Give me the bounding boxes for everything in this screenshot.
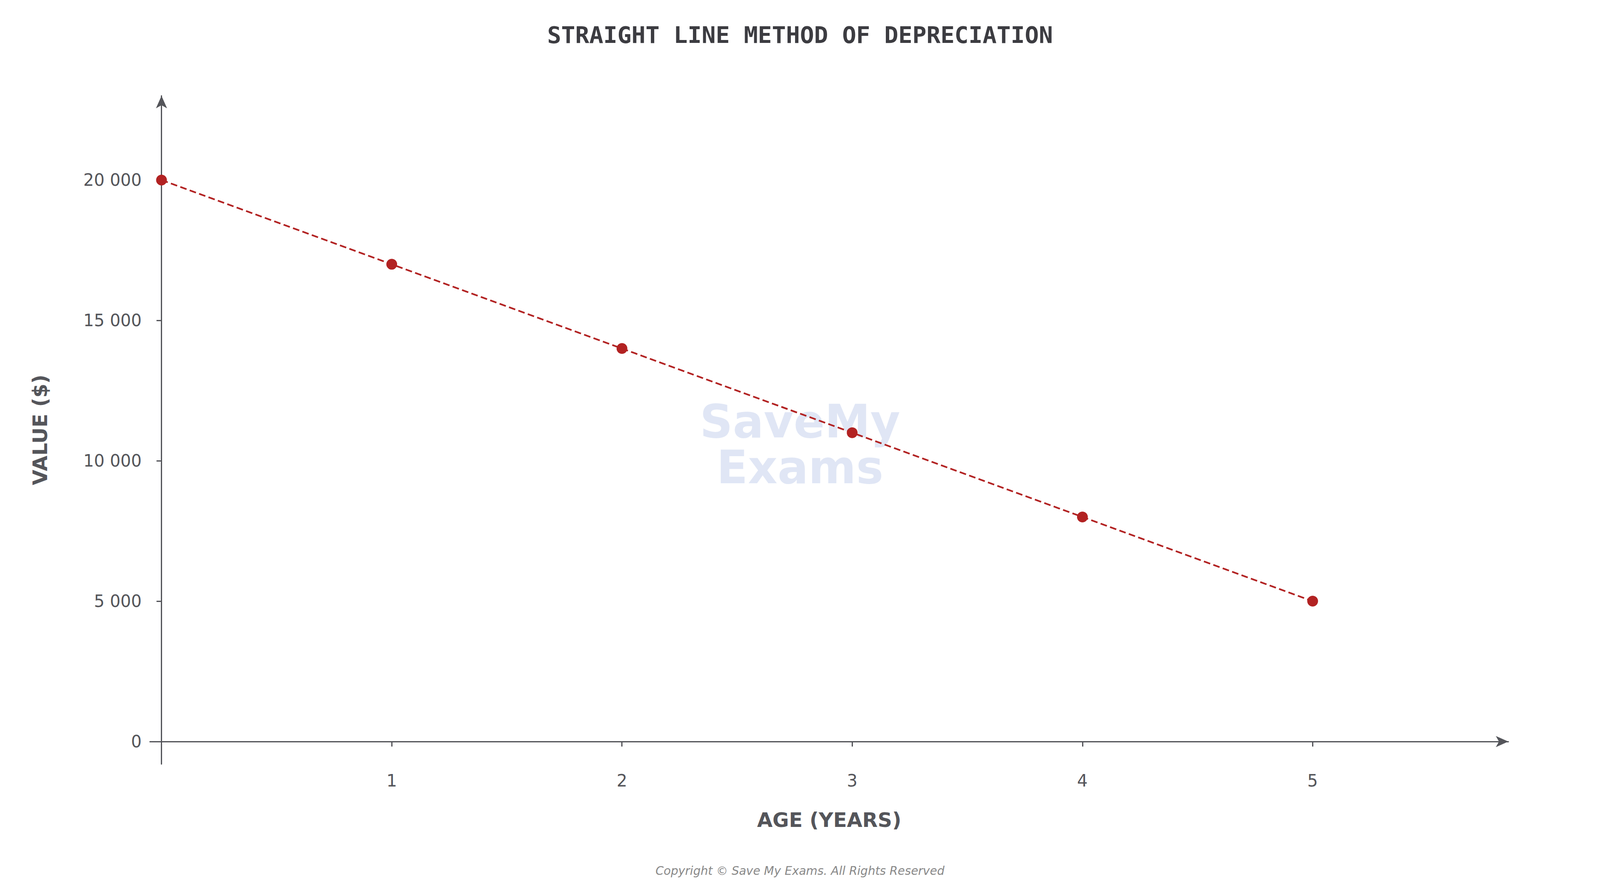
svg-text:10 000: 10 000 (83, 451, 142, 471)
svg-text:1: 1 (386, 771, 397, 791)
svg-text:5 000: 5 000 (93, 591, 142, 611)
svg-text:Exams: Exams (716, 440, 884, 495)
svg-text:0: 0 (131, 732, 142, 752)
svg-text:Copyright © Save My Exams. All: Copyright © Save My Exams. All Rights Re… (655, 864, 945, 878)
svg-text:VALUE ($): VALUE ($) (28, 374, 52, 486)
svg-text:AGE (YEARS): AGE (YEARS) (757, 808, 902, 832)
svg-text:3: 3 (847, 771, 858, 791)
svg-text:SaveMy: SaveMy (700, 395, 901, 449)
svg-text:15 000: 15 000 (83, 310, 142, 330)
svg-text:5: 5 (1307, 771, 1318, 791)
svg-text:20 000: 20 000 (83, 170, 142, 190)
svg-text:2: 2 (616, 771, 628, 791)
svg-text:STRAIGHT LINE METHOD OF DEPREC: STRAIGHT LINE METHOD OF DEPRECIATION (547, 21, 1053, 49)
svg-text:4: 4 (1077, 771, 1088, 791)
